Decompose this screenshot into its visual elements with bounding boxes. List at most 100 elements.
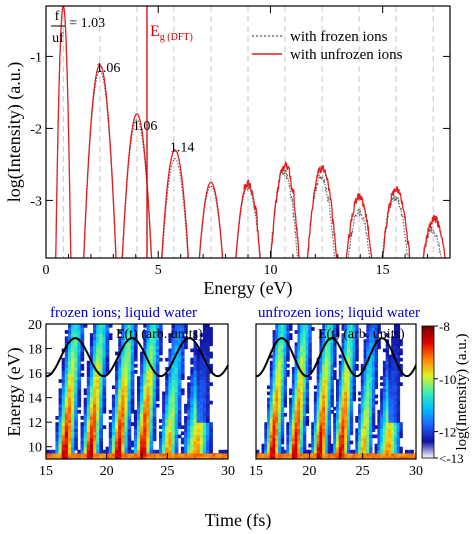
heatmap-cell: [330, 382, 334, 386]
heatmap-cell: [352, 388, 356, 393]
heatmap-cell: [267, 452, 271, 457]
heatmap-cell: [124, 333, 129, 337]
heatmap-cell: [71, 413, 75, 417]
heatmap-cell: [302, 324, 307, 328]
heatmap-cell: [286, 333, 290, 337]
heatmap-cell: [102, 330, 107, 334]
heatmap-cell: [99, 324, 103, 328]
heatmap-cell: [80, 440, 85, 445]
heatmap-cell: [382, 455, 387, 459]
heatmap-cell: [174, 357, 179, 362]
heatmap-cell: [352, 449, 356, 454]
heatmap-cell: [168, 434, 173, 439]
heatmap-cell: [58, 416, 63, 420]
heatmap-cell: [294, 391, 298, 396]
heatmap-cell: [349, 394, 354, 399]
heatmap-cell: [187, 385, 191, 390]
heatmap-cell: [77, 327, 82, 331]
heatmap-cell: [124, 370, 129, 374]
heatmap-cell: [61, 382, 66, 386]
heatmap-cell: [64, 440, 69, 445]
heatmap-cell: [336, 397, 340, 402]
heatmap-cell: [291, 379, 296, 383]
heatmap-cell: [177, 400, 182, 405]
heatmap-cell: [152, 406, 157, 411]
heatmap-cell: [61, 373, 66, 377]
heatmap-cell: [374, 434, 378, 439]
heatmap-cell: [121, 370, 125, 374]
heatmap-cell: [291, 388, 296, 393]
heatmap-cell: [280, 339, 285, 343]
heatmap-cell: [165, 446, 169, 451]
heatmap-cell: [71, 391, 75, 396]
heatmap-cell: [108, 333, 113, 337]
heatmap-cell: [302, 367, 307, 371]
heatmap-cell: [319, 376, 323, 380]
heatmap-cell: [130, 391, 135, 396]
heatmap-cell: [369, 348, 373, 353]
heatmap-cell: [93, 354, 97, 359]
heatmap-cell: [155, 449, 160, 454]
heatmap-cell: [61, 397, 66, 402]
heatmap-cell: [174, 330, 179, 334]
heatmap-cell: [347, 327, 351, 331]
heatmap-cell: [396, 385, 401, 390]
heatmap-cell: [83, 391, 88, 396]
heatmap-cell: [171, 348, 176, 353]
heatmap-cell: [155, 382, 160, 386]
heatmap-cell: [275, 354, 279, 359]
heatmap-cell: [89, 455, 94, 459]
heatmap-cell: [209, 342, 213, 347]
heatmap-cell: [74, 348, 78, 353]
heatmap-cell: [89, 400, 94, 405]
heatmap-cell: [349, 449, 354, 454]
heatmap-cell: [267, 403, 271, 408]
heatmap-cell: [102, 425, 107, 429]
heatmap-cell: [96, 348, 100, 353]
heatmap-cell: [152, 348, 157, 353]
heatmap-cell: [124, 406, 129, 411]
heatmap-cell: [377, 342, 381, 347]
heatmap-cell: [338, 382, 343, 386]
heatmap-cell: [121, 446, 125, 451]
heatmap-cell: [99, 342, 103, 347]
heatmap-cell: [190, 428, 194, 432]
heatmap-cell: [275, 437, 279, 442]
heatmap-cell: [360, 416, 365, 420]
heatmap-cell: [68, 391, 72, 396]
heatmap-cell: [344, 452, 348, 457]
heatmap-cell: [64, 351, 69, 356]
heatmap-cell: [180, 348, 185, 353]
heatmap-cell: [99, 382, 103, 386]
heatmap-cell: [137, 452, 141, 457]
heatmap-cell: [300, 360, 304, 365]
heatmap-cell: [137, 385, 141, 390]
heatmap-cell: [269, 443, 274, 448]
heatmap-cell: [358, 391, 362, 396]
heatmap-cell: [140, 363, 144, 368]
heatmap-cell: [130, 397, 135, 402]
heatmap-cell: [140, 452, 144, 457]
heatmap-cell: [338, 400, 343, 405]
heatmap-cell: [140, 449, 144, 454]
heatmap-cell: [360, 419, 365, 423]
heatmap-cell: [338, 428, 343, 432]
heatmap-cell: [99, 425, 103, 429]
heatmap-cell: [336, 425, 340, 429]
heatmap-cell: [58, 379, 63, 383]
heatmap-cell: [374, 376, 378, 380]
heatmap-cell: [121, 363, 125, 368]
heatmap-cell: [118, 379, 122, 383]
heatmap-cell: [80, 357, 85, 362]
heatmap-cell: [196, 419, 201, 423]
heatmap-cell: [275, 388, 279, 393]
heatmap-cell: [155, 339, 160, 343]
heatmap-cell: [71, 348, 75, 353]
heatmap-cell: [391, 416, 395, 420]
heatmap-cell: [269, 428, 274, 432]
heatmap-cell: [363, 379, 367, 383]
heatmap-cell: [393, 385, 398, 390]
heatmap-cell: [369, 367, 373, 371]
heatmap-cell: [313, 391, 318, 396]
heatmap-cell: [291, 403, 296, 408]
